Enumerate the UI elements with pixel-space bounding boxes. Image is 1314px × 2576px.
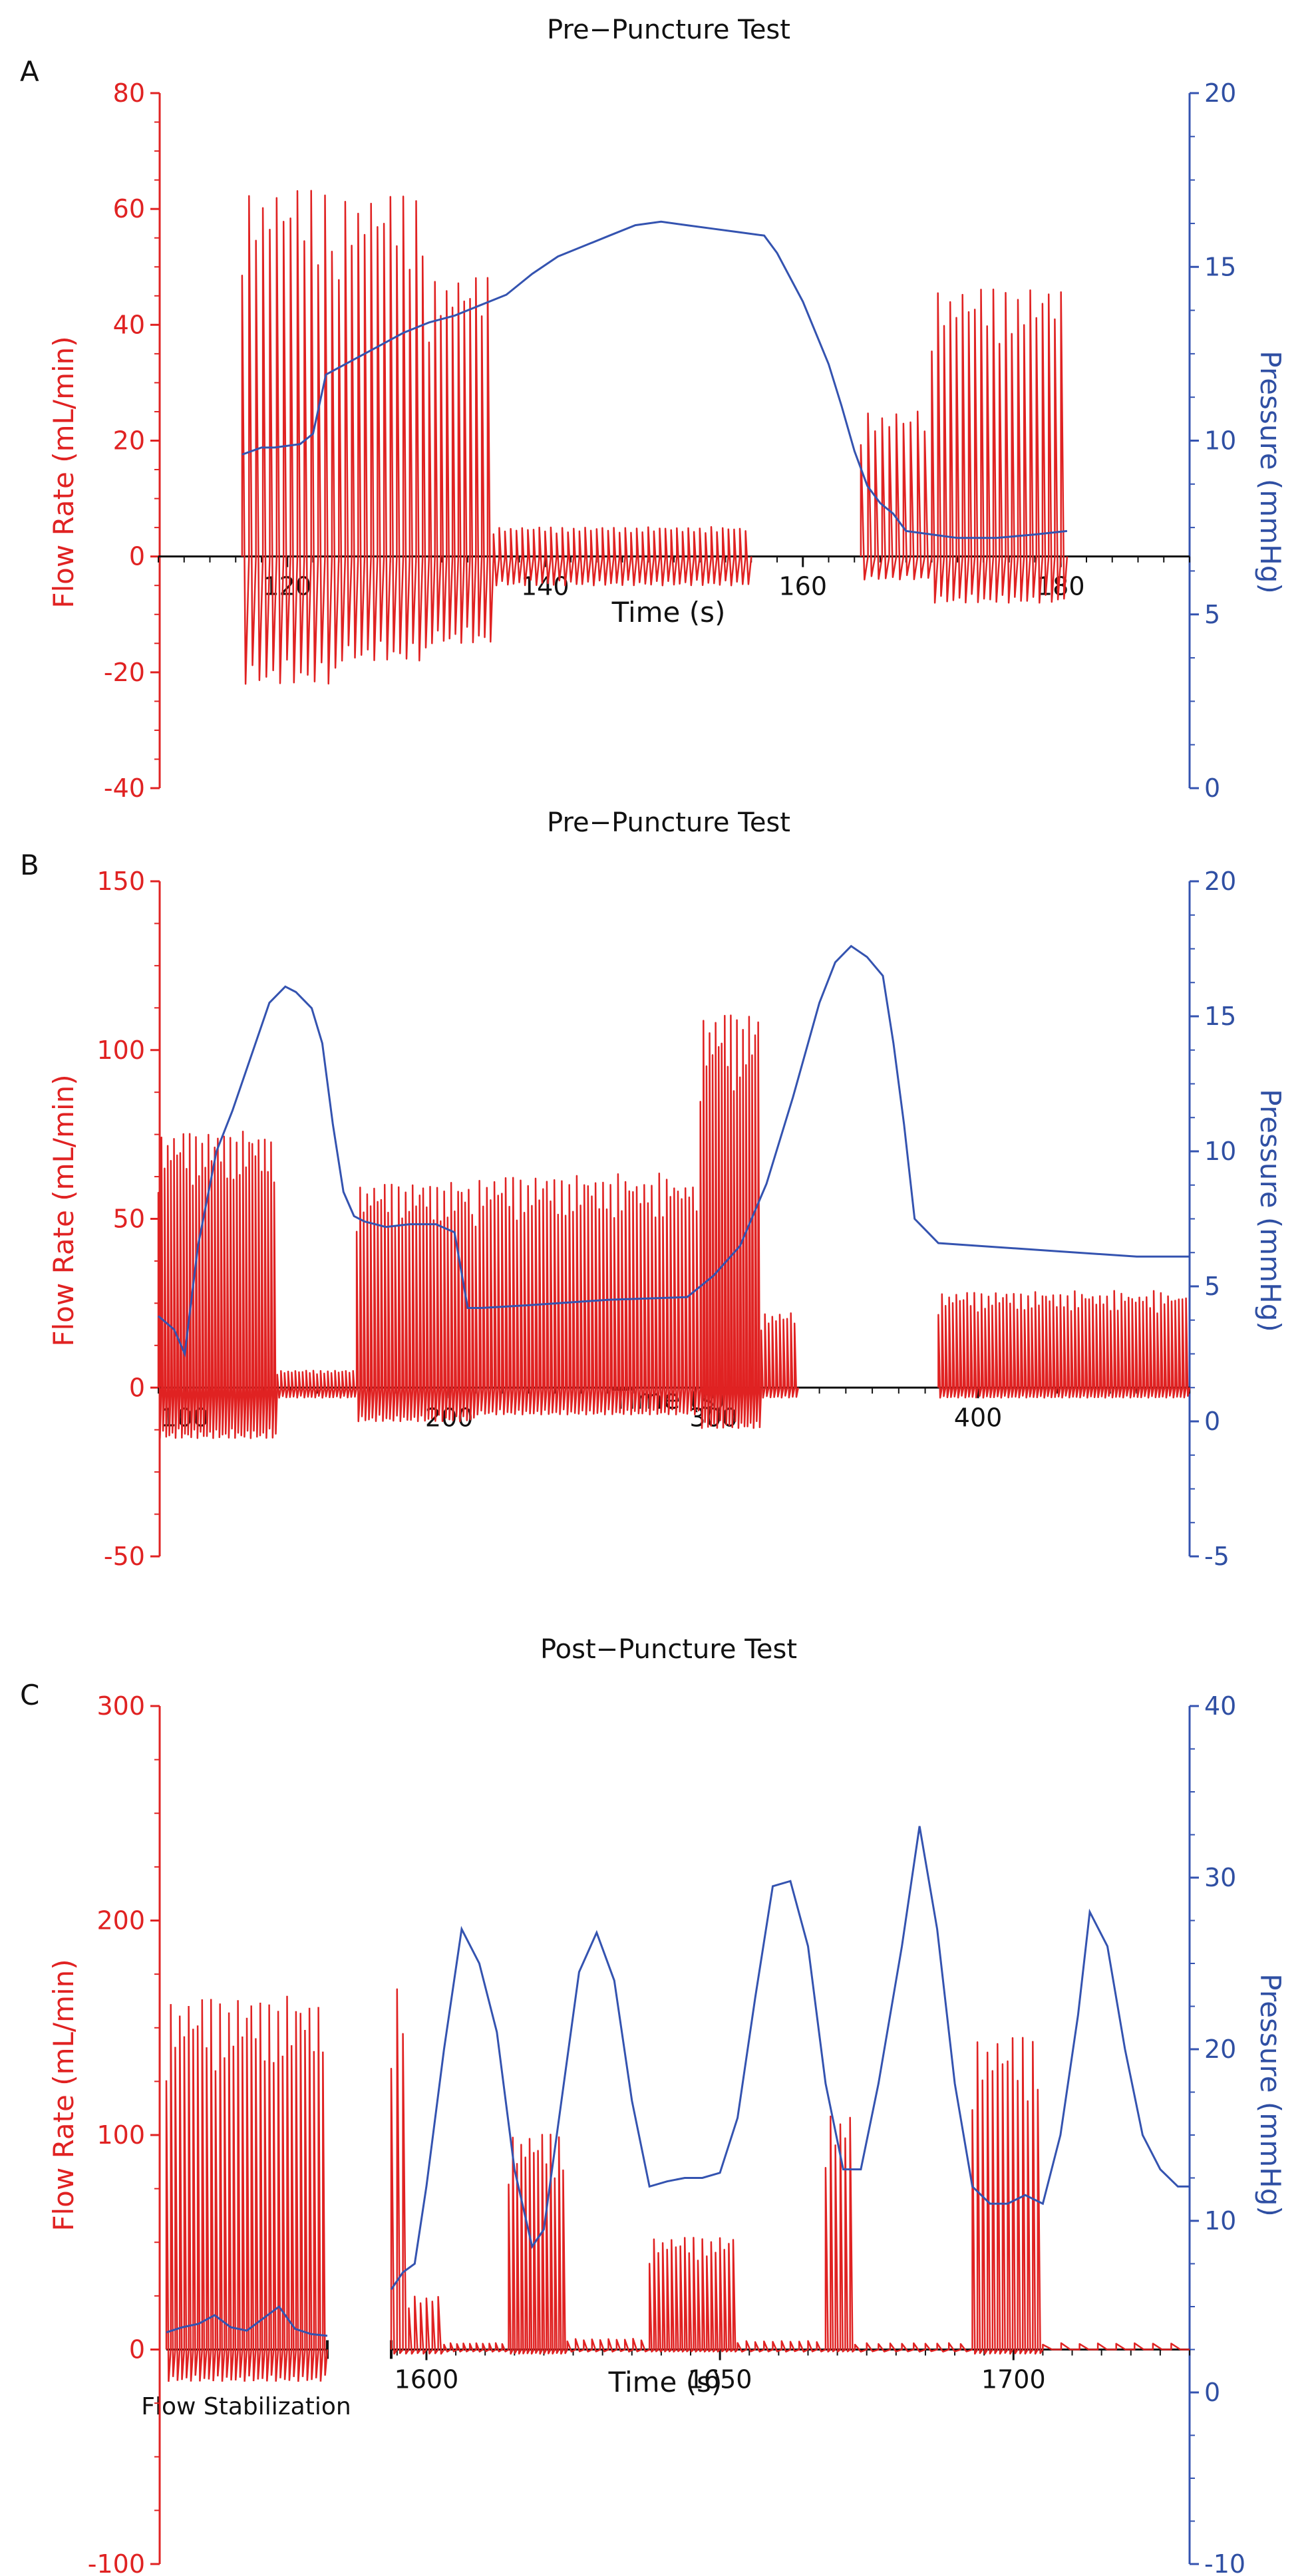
flow-rate-segment xyxy=(338,196,430,662)
left-tick-label: 100 xyxy=(96,2120,145,2150)
x-tick-label: 160 xyxy=(778,572,827,601)
flow-rate-segment xyxy=(937,1290,1191,1399)
right-tick-label: 20 xyxy=(1204,78,1236,108)
flow-rate-segment xyxy=(428,277,495,644)
flow-rate-segment xyxy=(648,2237,739,2353)
panel-b-y-label-right: Pressure (mmHg) xyxy=(1254,1089,1287,1332)
panel-a-title: Pre−Puncture Test xyxy=(547,15,790,45)
left-tick-label: -20 xyxy=(104,658,145,687)
panel-c: C Post−Puncture Test Time (s) Flow Rate … xyxy=(20,1634,1287,2576)
flow-stabilization-annotation: Flow Stabilization xyxy=(141,2393,351,2420)
panel-b-y-label-left: Flow Rate (mL/min) xyxy=(47,1074,80,1346)
right-tick-label: 5 xyxy=(1204,600,1220,629)
left-tick-label: 60 xyxy=(113,194,145,223)
flow-rate-segment xyxy=(443,2342,510,2353)
flow-rate-segment xyxy=(737,2340,826,2353)
left-tick-label: -50 xyxy=(104,1542,145,1571)
pressure-line xyxy=(242,220,1068,539)
panel-b-title: Pre−Puncture Test xyxy=(547,807,790,838)
stabilization-pressure xyxy=(166,2305,328,2337)
right-tick-label: 40 xyxy=(1204,1691,1236,1721)
right-tick-label: 20 xyxy=(1204,2035,1236,2064)
right-tick-label: 5 xyxy=(1204,1272,1220,1301)
right-tick-label: 10 xyxy=(1204,2206,1236,2235)
flow-rate-segment xyxy=(566,2338,650,2353)
stabilization-flow xyxy=(165,1995,329,2382)
panel-a-y-label-left: Flow Rate (mL/min) xyxy=(47,336,80,608)
flow-rate-segment xyxy=(157,1130,279,1439)
left-tick-label: -100 xyxy=(88,2549,145,2576)
flow-rate-segment xyxy=(971,2037,1044,2355)
left-tick-label: 100 xyxy=(96,1036,145,1065)
left-tick-label: 300 xyxy=(96,1691,145,1721)
right-tick-label: 0 xyxy=(1204,1407,1220,1436)
left-tick-label: 200 xyxy=(96,1906,145,1935)
left-tick-label: 150 xyxy=(96,867,145,896)
panel-b-letter: B xyxy=(20,849,39,881)
x-tick-label: 1600 xyxy=(395,2365,459,2394)
flow-rate-segment xyxy=(474,1172,701,1416)
right-tick-label: 20 xyxy=(1204,867,1236,896)
flow-rate-segment xyxy=(824,2115,856,2353)
right-tick-label: 30 xyxy=(1204,1863,1236,1892)
panel-b: B Pre−Puncture Test Time (s) Flow Rate (… xyxy=(20,807,1287,1571)
panel-a-x-label: Time (s) xyxy=(611,596,726,629)
panel-a-y-label-right: Pressure (mmHg) xyxy=(1254,351,1287,594)
right-tick-label: 0 xyxy=(1204,774,1220,803)
flow-rate-segment xyxy=(854,2342,973,2353)
panel-c-x-label: Time (s) xyxy=(608,2366,723,2398)
x-tick-label: 140 xyxy=(521,572,570,601)
flow-rate-segment xyxy=(760,1312,800,1399)
flow-rate-segment xyxy=(1042,2342,1190,2351)
flow-rate-segment xyxy=(508,2133,568,2355)
flow-rate-segment xyxy=(492,526,752,587)
right-tick-label: -10 xyxy=(1204,2549,1245,2576)
flow-rate-segment xyxy=(276,1369,358,1399)
left-tick-label: 0 xyxy=(129,2335,145,2364)
panel-a-letter: A xyxy=(20,55,39,88)
right-tick-label: 10 xyxy=(1204,426,1236,456)
left-tick-label: 0 xyxy=(129,542,145,571)
panel-a: A Pre−Puncture Test Time (s) Flow Rate (… xyxy=(20,15,1287,803)
flow-rate-segment xyxy=(931,288,1068,604)
left-tick-label: 0 xyxy=(129,1373,145,1402)
panel-c-y-label-right: Pressure (mmHg) xyxy=(1254,1973,1287,2217)
right-tick-label: 10 xyxy=(1204,1137,1236,1166)
right-tick-label: -5 xyxy=(1204,1542,1230,1571)
left-tick-label: 50 xyxy=(113,1205,145,1234)
left-tick-label: 20 xyxy=(113,426,145,456)
x-tick-label: 1650 xyxy=(688,2365,752,2394)
panel-c-title: Post−Puncture Test xyxy=(540,1634,797,1665)
pressure-line xyxy=(390,1826,1190,2291)
left-tick-label: 40 xyxy=(113,310,145,339)
x-tick-label: 1700 xyxy=(981,2365,1046,2394)
left-tick-label: 80 xyxy=(113,78,145,108)
pressure-line xyxy=(158,944,1190,1358)
x-tick-label: 180 xyxy=(1037,572,1085,601)
flow-rate-segment xyxy=(860,410,933,581)
flow-rate-segment xyxy=(241,190,340,685)
panel-c-letter: C xyxy=(20,1679,39,1711)
panel-c-y-label-left: Flow Rate (mL/min) xyxy=(47,1959,80,2231)
flow-rate-segment xyxy=(355,1181,477,1423)
right-tick-label: 15 xyxy=(1204,1002,1236,1031)
right-tick-label: 0 xyxy=(1204,2378,1220,2407)
flow-rate-segment xyxy=(699,1014,762,1429)
left-tick-label: -40 xyxy=(104,774,145,803)
right-tick-label: 15 xyxy=(1204,252,1236,281)
flow-rate-segment xyxy=(408,2295,445,2355)
flow-rate-segment xyxy=(390,1988,410,2355)
x-tick-label: 400 xyxy=(954,1403,1003,1432)
